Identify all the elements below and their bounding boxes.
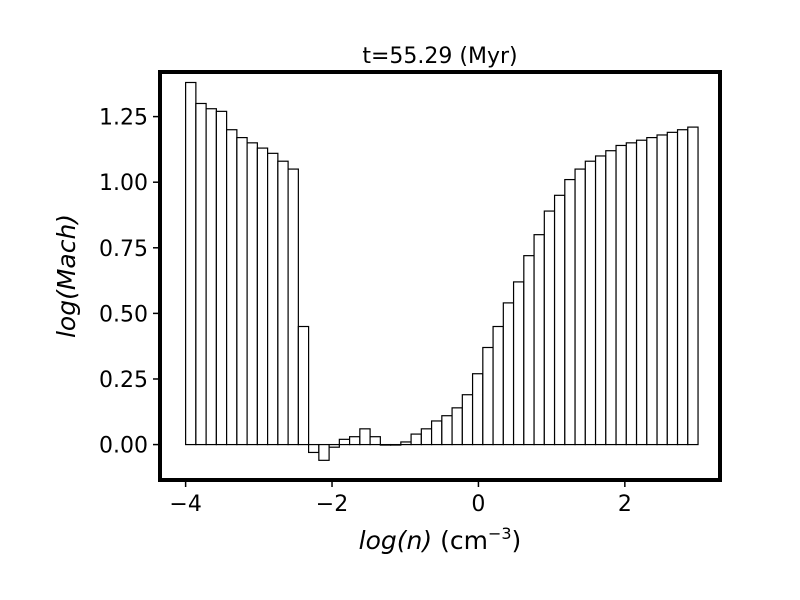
- histogram-bar: [451, 407, 463, 446]
- histogram-bar: [676, 129, 689, 446]
- histogram-bar: [430, 420, 443, 446]
- x-tick-label: −2: [316, 492, 348, 517]
- plot-frame: [158, 70, 722, 482]
- x-tick-label: 2: [618, 492, 632, 517]
- histogram-bar: [226, 129, 238, 446]
- histogram-bar: [185, 81, 197, 446]
- histogram-bar: [338, 438, 351, 446]
- x-axis-label: log(n) (cm−3): [359, 524, 522, 555]
- histogram-bar: [584, 160, 597, 446]
- x-axis-label-close: ): [512, 526, 522, 555]
- histogram-bar: [502, 302, 515, 446]
- histogram-bar: [246, 142, 258, 446]
- histogram-bar: [297, 325, 310, 446]
- histogram-bar: [328, 443, 340, 448]
- histogram-bar: [267, 152, 279, 446]
- histogram-bar: [461, 394, 474, 446]
- histogram-bar: [656, 134, 668, 446]
- histogram-bar: [410, 433, 422, 446]
- x-axis-label-unit: (cm: [440, 526, 488, 555]
- y-axis-label: log(Mach): [52, 214, 81, 338]
- histogram-bar: [215, 110, 228, 446]
- histogram-bar: [256, 147, 269, 446]
- histogram-bar: [564, 178, 576, 446]
- histogram-bar: [553, 194, 566, 446]
- histogram-bar: [379, 443, 392, 446]
- histogram-bar: [594, 155, 607, 446]
- histogram-bar: [441, 415, 453, 446]
- histogram-bar: [277, 160, 289, 446]
- histogram-bar: [625, 142, 638, 446]
- histogram-bar: [308, 443, 320, 454]
- histogram-bar: [420, 428, 433, 446]
- histogram-bar: [543, 210, 556, 446]
- histogram-bar: [287, 168, 299, 446]
- chart-title: t=55.29 (Myr): [362, 44, 517, 69]
- histogram-bar: [492, 325, 504, 446]
- y-tick-label: 0.00: [99, 434, 148, 459]
- histogram-bar: [512, 281, 525, 446]
- histogram-bar: [615, 144, 627, 446]
- histogram-bar: [666, 131, 679, 446]
- y-axis-ticks: 0.00 0.25 0.50 0.75 1.00 1.25: [99, 106, 160, 459]
- histogram-bar: [482, 346, 494, 446]
- histogram-bar: [348, 436, 361, 446]
- histogram-bar: [205, 108, 217, 446]
- y-tick-label: 1.00: [99, 171, 148, 196]
- histogram-bar: [359, 428, 371, 446]
- histogram-bar: [635, 139, 648, 446]
- histogram-bar: [574, 168, 586, 446]
- histogram-bar: [471, 373, 484, 446]
- x-axis-label-quantity: log(n): [359, 526, 432, 555]
- histogram-bar: [646, 136, 658, 446]
- histogram-bar: [236, 136, 248, 446]
- histogram-bar: [687, 126, 699, 446]
- x-axis-label-exponent: −3: [488, 524, 512, 543]
- histogram-bar: [523, 255, 535, 446]
- y-tick-label: 0.25: [99, 368, 148, 393]
- histogram-bars: [185, 81, 699, 461]
- x-axis-ticks: −4 −2 0 2: [169, 480, 632, 517]
- histogram-bar: [605, 150, 617, 446]
- x-tick-label: −4: [169, 492, 201, 517]
- x-tick-label: 0: [471, 492, 485, 517]
- y-tick-label: 0.50: [99, 302, 148, 327]
- histogram-bar: [400, 441, 412, 446]
- histogram-bar: [318, 443, 330, 461]
- histogram-bar: [533, 234, 545, 446]
- y-tick-label: 1.25: [99, 106, 148, 131]
- histogram-bar: [195, 102, 207, 446]
- histogram-bar: [369, 436, 381, 446]
- histogram-bar: [389, 443, 402, 446]
- y-tick-label: 0.75: [99, 237, 148, 262]
